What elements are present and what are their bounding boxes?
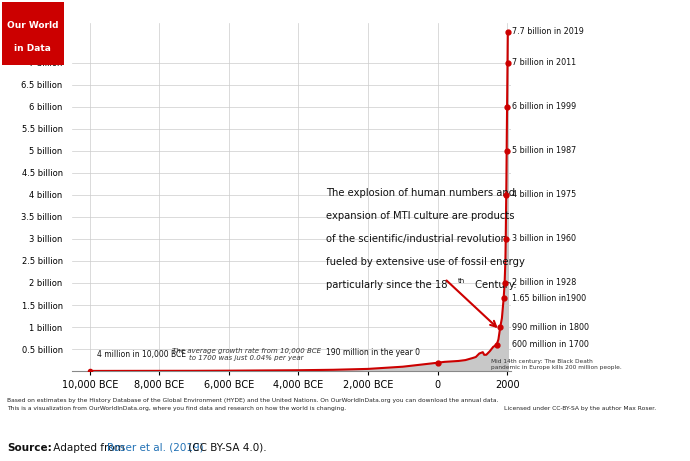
Text: 190 million in the year 0: 190 million in the year 0 [326,348,420,357]
Text: in Data: in Data [14,44,51,53]
Text: The average growth rate from 10,000 BCE
to 1700 was just 0.04% per year: The average growth rate from 10,000 BCE … [172,348,321,361]
Text: 6 billion in 1999: 6 billion in 1999 [512,102,576,111]
Text: Licensed under CC-BY-SA by the author Max Roser.: Licensed under CC-BY-SA by the author Ma… [504,406,656,411]
Text: fueled by extensive use of fossil energy: fueled by extensive use of fossil energy [326,257,525,267]
Text: Our World: Our World [7,21,59,30]
Text: 2 billion in 1928: 2 billion in 1928 [512,278,576,288]
Text: Adapted from: Adapted from [50,443,128,453]
Text: th: th [457,278,465,284]
Text: 7 billion in 2011: 7 billion in 2011 [512,58,575,67]
Text: 600 million in 1700: 600 million in 1700 [512,340,589,349]
Text: 990 million in 1800: 990 million in 1800 [512,323,589,332]
Text: The explosion of human numbers and: The explosion of human numbers and [326,188,515,198]
Text: 7.7 billion in 2019: 7.7 billion in 2019 [512,27,584,36]
Text: 4 billion in 1975: 4 billion in 1975 [512,190,576,199]
Text: 1.65 billion in1900: 1.65 billion in1900 [512,294,586,303]
Text: 5 billion in 1987: 5 billion in 1987 [512,146,576,155]
Text: Based on estimates by the History Database of the Global Environment (HYDE) and : Based on estimates by the History Databa… [7,398,498,403]
Text: (CC BY-SA 4.0).: (CC BY-SA 4.0). [185,443,266,453]
FancyBboxPatch shape [2,2,63,65]
Text: of the scientific/industrial revolution: of the scientific/industrial revolution [326,234,507,244]
Text: Roser et al. (2019): Roser et al. (2019) [107,443,204,453]
Text: Mid 14th century: The Black Death
pandemic in Europe kills 200 million people.: Mid 14th century: The Black Death pandem… [491,359,622,370]
Text: This is a visualization from OurWorldInData.org, where you find data and researc: This is a visualization from OurWorldInD… [7,406,346,411]
Text: 4 million in 10,000 BCE: 4 million in 10,000 BCE [97,350,186,359]
Text: Source:: Source: [7,443,52,453]
Text: particularly since the 18: particularly since the 18 [326,280,448,290]
Text: expansion of MTI culture are products: expansion of MTI culture are products [326,211,515,221]
Text: Century.: Century. [472,280,516,290]
Text: 3 billion in 1960: 3 billion in 1960 [512,235,575,243]
